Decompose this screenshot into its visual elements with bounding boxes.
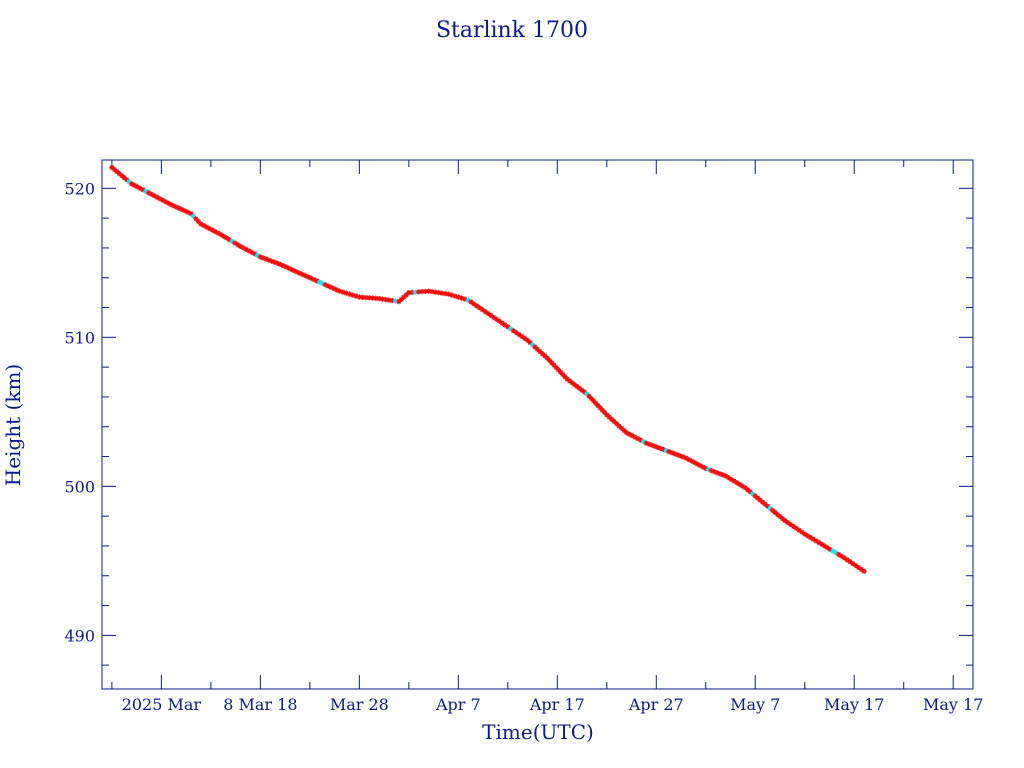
x-axis-tick-labels: 2025 Mar 8 Mar 18 Mar 28 Apr 7 Apr 17 Apr 27 M…	[122, 695, 984, 714]
data-point	[171, 203, 177, 209]
data-point	[488, 312, 494, 319]
data-point	[593, 400, 599, 406]
x-axis-ticks	[111, 160, 954, 689]
data-point	[350, 292, 356, 298]
y-axis-tick-labels: 490 500 510 520	[64, 179, 95, 645]
data-point	[799, 529, 805, 535]
data-point	[844, 557, 850, 563]
y-tick-label: 500	[64, 477, 95, 496]
data-point	[308, 275, 314, 281]
x-tick-label: May 7	[730, 695, 780, 714]
x-tick-label: Apr 17	[529, 695, 585, 714]
x-axis-label: Time(UTC)	[482, 720, 594, 744]
x-tick-label: Mar 28	[330, 695, 389, 714]
y-tick-label: 520	[64, 179, 95, 198]
data-point	[328, 284, 334, 290]
series-points	[109, 164, 867, 574]
x-tick-label: 2025 Mar	[122, 695, 202, 714]
x-tick-label: Apr 27	[628, 695, 684, 714]
x-tick-label: 8 Mar 18	[223, 695, 297, 714]
data-point	[386, 297, 392, 303]
x-tick-label: May 17	[824, 695, 884, 714]
plot-frame	[101, 159, 974, 690]
data-point	[861, 568, 867, 574]
y-axis-ticks	[102, 187, 973, 666]
y-axis-label: Height (km)	[1, 364, 25, 486]
data-point	[249, 249, 255, 255]
chart-title: Starlink 1700	[436, 18, 588, 43]
y-tick-label: 510	[64, 328, 95, 347]
data-point	[435, 290, 442, 296]
x-tick-label: Apr 7	[435, 695, 481, 714]
data-point	[691, 459, 698, 466]
y-tick-label: 490	[64, 626, 95, 645]
data-point	[439, 290, 445, 296]
data-point	[581, 389, 588, 395]
data-point	[445, 291, 452, 297]
data-point	[442, 291, 448, 297]
x-tick-label: May 17	[923, 695, 983, 714]
series-line	[111, 167, 865, 572]
